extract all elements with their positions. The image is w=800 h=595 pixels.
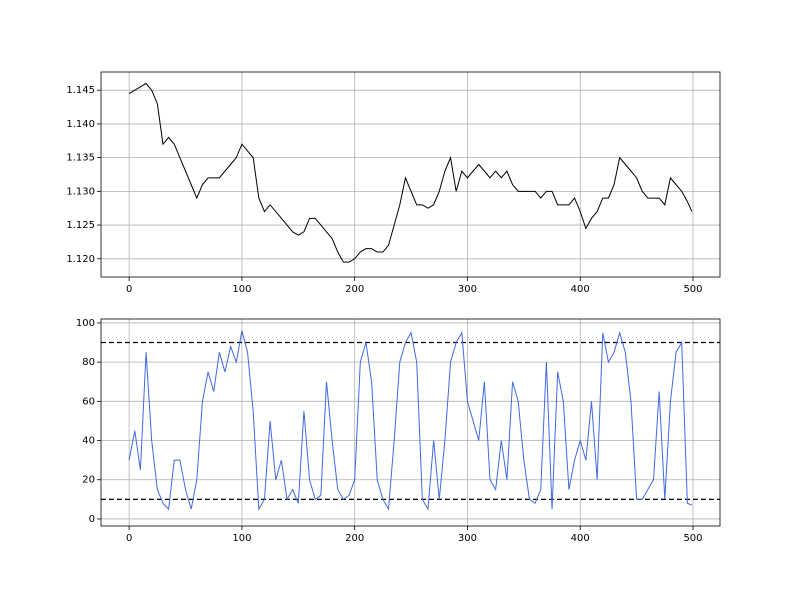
y-tick-label: 0 bbox=[89, 514, 95, 525]
y-tick-label: 80 bbox=[82, 357, 95, 368]
x-tick-label: 0 bbox=[126, 533, 132, 544]
y-tick-label: 20 bbox=[82, 475, 95, 486]
x-tick-label: 400 bbox=[571, 284, 590, 295]
axes-frame bbox=[100, 318, 721, 527]
x-tick-label: 300 bbox=[458, 533, 477, 544]
data-line bbox=[128, 330, 693, 511]
x-tick-label: 400 bbox=[571, 533, 590, 544]
x-tick-label: 200 bbox=[345, 284, 364, 295]
x-tick-label: 300 bbox=[458, 284, 477, 295]
data-line bbox=[128, 82, 693, 263]
x-tick-label: 500 bbox=[683, 533, 702, 544]
y-tick-label: 40 bbox=[82, 436, 95, 447]
y-tick-label: 1.120 bbox=[66, 254, 95, 265]
x-tick-label: 0 bbox=[126, 284, 132, 295]
y-tick-label: 1.135 bbox=[66, 153, 95, 164]
axes-frame bbox=[100, 71, 721, 278]
y-tick-label: 1.140 bbox=[66, 119, 95, 130]
y-tick-label: 1.125 bbox=[66, 220, 95, 231]
x-tick-label: 200 bbox=[345, 533, 364, 544]
y-tick-label: 100 bbox=[76, 318, 95, 329]
y-tick-label: 60 bbox=[82, 396, 95, 407]
x-tick-label: 100 bbox=[232, 533, 251, 544]
y-tick-label: 1.130 bbox=[66, 186, 95, 197]
y-tick-label: 1.145 bbox=[66, 85, 95, 96]
x-tick-label: 100 bbox=[232, 284, 251, 295]
x-tick-label: 500 bbox=[683, 284, 702, 295]
